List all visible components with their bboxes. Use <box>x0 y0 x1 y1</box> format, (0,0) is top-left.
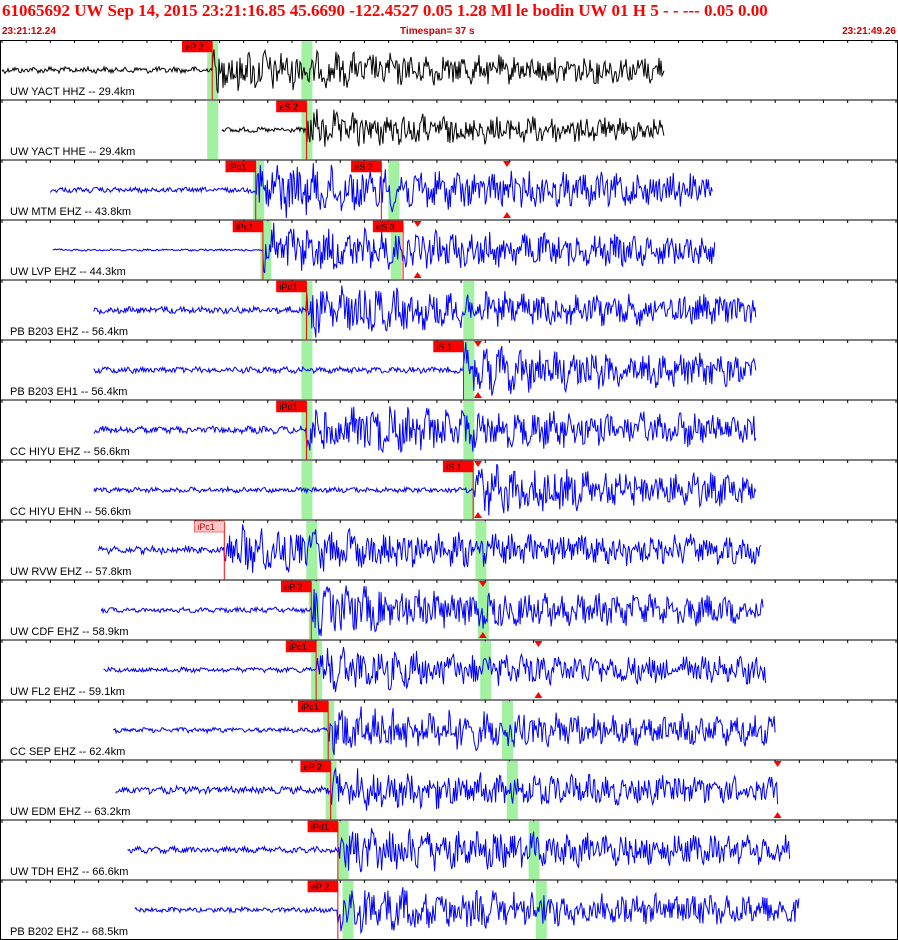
pick-flag[interactable] <box>285 640 317 653</box>
pick-flag[interactable] <box>276 400 307 413</box>
amplitude-marker-top <box>502 161 511 167</box>
predicted-arrival-band <box>501 701 513 759</box>
amplitude-marker-top <box>534 641 543 647</box>
amplitude-marker-bottom <box>534 692 543 698</box>
predicted-arrival-band <box>535 881 547 939</box>
pick-flag[interactable] <box>232 220 264 233</box>
trace-waveform[interactable] <box>112 706 776 756</box>
station-label: PB B203 EH1 -- 56.4km <box>10 386 127 398</box>
predicted-arrival-band <box>301 461 313 519</box>
pick-flag[interactable] <box>372 220 404 233</box>
amplitude-marker-top <box>413 221 422 227</box>
trace-waveform[interactable] <box>93 406 757 454</box>
predicted-arrival-band <box>207 101 219 159</box>
predicted-arrival-band <box>337 821 349 879</box>
station-label: UW TDH EHZ -- 66.6km <box>10 866 128 878</box>
trace-waveform[interactable] <box>221 108 665 147</box>
station-label: UW EDM EHZ -- 63.2km <box>10 806 130 818</box>
station-label: UW LVP EHZ -- 44.3km <box>10 266 126 278</box>
amplitude-marker-bottom <box>502 212 511 218</box>
pick-flag[interactable] <box>297 700 329 713</box>
trace-waveform[interactable] <box>93 285 757 338</box>
pick-label: eP 2 <box>185 42 203 52</box>
pick-label: eS 3 <box>376 222 395 232</box>
station-label: UW CDF EHZ -- 58.9km <box>10 626 129 638</box>
amplitude-marker-bottom <box>473 392 482 398</box>
pick-flag[interactable] <box>181 40 213 53</box>
pick-label: eP 2 <box>311 882 329 892</box>
station-label: CC HIYU EHZ -- 56.6km <box>10 446 130 458</box>
station-label: CC HIYU EHN -- 56.6km <box>10 506 131 518</box>
predicted-arrival-band <box>463 461 475 519</box>
pick-label: iPc1 <box>301 702 319 712</box>
pick-label: iPd1 <box>279 282 297 292</box>
trace-waveform[interactable] <box>134 887 800 935</box>
pick-label: iS 1 <box>446 462 462 472</box>
station-label: UW YACT HHZ -- 29.4km <box>10 86 135 98</box>
predicted-arrival-band <box>480 641 492 699</box>
plot-frame <box>0 40 898 940</box>
pick-label: iPc1 <box>229 162 247 172</box>
pick-label: iPc1 <box>197 522 215 532</box>
event-title: 61065692 UW Sep 14, 2015 23:21:16.85 45.… <box>2 1 768 20</box>
pick-flag[interactable] <box>225 160 256 173</box>
amplitude-marker-bottom <box>773 812 782 818</box>
pick-label: iPd1 <box>311 822 329 832</box>
station-label: CC SEP EHZ -- 62.4km <box>10 746 125 758</box>
pick-label: iPc1 <box>236 222 254 232</box>
pick-label: eS 2 <box>354 162 373 172</box>
pick-flag[interactable] <box>276 280 307 293</box>
timespan-label: Timespan= 37 s <box>400 26 475 37</box>
pick-flag[interactable] <box>351 160 382 173</box>
pick-label: iS 1 <box>436 342 452 352</box>
amplitude-marker-bottom <box>413 272 422 278</box>
predicted-arrival-band <box>388 161 400 219</box>
predicted-arrival-band <box>477 581 489 639</box>
predicted-arrival-band <box>475 521 487 579</box>
pick-flag[interactable] <box>194 520 225 533</box>
trace-waveform[interactable] <box>93 341 757 396</box>
predicted-arrival-band <box>506 761 518 819</box>
trace-waveform[interactable] <box>52 222 716 274</box>
trace-waveform[interactable] <box>115 767 779 811</box>
pick-flag[interactable] <box>433 340 464 353</box>
trace-waveform[interactable] <box>1 48 665 94</box>
pick-flag[interactable] <box>442 460 474 473</box>
header: 61065692 UW Sep 14, 2015 23:21:16.85 45.… <box>0 0 898 40</box>
station-label: UW FL2 EHZ -- 59.1km <box>10 686 125 698</box>
station-label: PB B202 EHZ -- 68.5km <box>10 926 128 938</box>
pick-flag[interactable] <box>276 100 307 113</box>
start-time: 23:21:12.24 <box>2 26 56 37</box>
seismogram-plot[interactable]: eP 2 UW YACT HHZ -- 29.4km eS 2 UW YACT HHE… <box>0 40 898 940</box>
pick-flag[interactable] <box>307 880 339 893</box>
pick-label: iPc1 <box>289 642 307 652</box>
station-label: UW RVW EHZ -- 57.8km <box>10 566 131 578</box>
amplitude-marker-top <box>773 761 782 767</box>
trace-waveform[interactable] <box>98 524 762 573</box>
amplitude-marker-top <box>478 581 487 587</box>
amplitude-marker-bottom <box>473 512 482 518</box>
trace-waveform[interactable] <box>127 828 791 873</box>
amplitude-marker-top <box>473 341 482 347</box>
station-label: PB B203 EHZ -- 56.4km <box>10 326 128 338</box>
pick-flag[interactable] <box>307 820 339 833</box>
pick-label: iPd1 <box>279 402 297 412</box>
predicted-arrival-band <box>301 41 313 99</box>
station-label: UW YACT HHE -- 29.4km <box>10 146 135 158</box>
pick-label: eS 2 <box>279 102 298 112</box>
pick-flag[interactable] <box>281 580 312 593</box>
end-time: 23:21:49.26 <box>842 26 896 37</box>
pick-label: eP 2 <box>304 762 322 772</box>
trace-waveform[interactable] <box>100 585 764 637</box>
pick-label: eP 2 <box>284 582 302 592</box>
trace-waveform[interactable] <box>103 647 766 693</box>
trace-waveform[interactable] <box>93 463 757 516</box>
predicted-arrival-band <box>306 521 318 579</box>
pick-flag[interactable] <box>300 760 331 773</box>
station-label: UW MTM EHZ -- 43.8km <box>10 206 131 218</box>
amplitude-marker-bottom <box>478 632 487 638</box>
amplitude-marker-top <box>473 461 482 467</box>
predicted-arrival-band <box>342 881 354 939</box>
